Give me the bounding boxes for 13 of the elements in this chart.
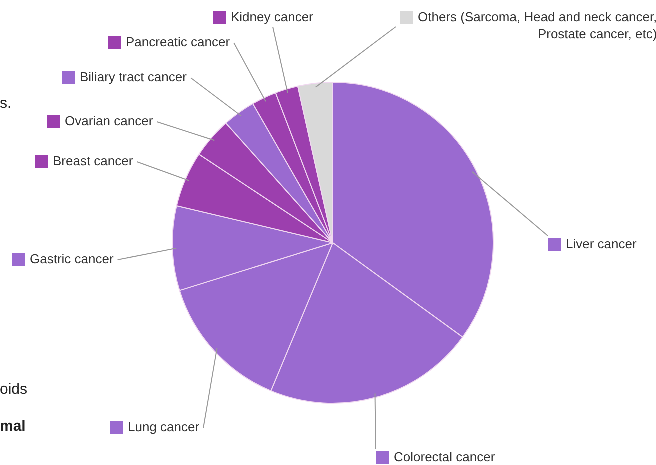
- text: s.: [0, 95, 12, 112]
- legend-label: Liver cancer: [566, 236, 638, 252]
- legend-label: Breast cancer: [53, 154, 134, 169]
- legend-label: Colorectal cancer: [394, 450, 496, 465]
- text: mal: [0, 418, 26, 436]
- legend-label: Ovarian cancer: [65, 114, 154, 129]
- text: oids: [0, 381, 28, 398]
- legend-label: Pancreatic cancer: [126, 34, 231, 50]
- legend-label: Lung cancer: [128, 420, 200, 435]
- legend-label: Kidney cancer: [231, 10, 314, 25]
- legend-label: Biliary tract cancer: [80, 70, 188, 85]
- legend-label: Gastric cancer: [30, 252, 114, 267]
- legend-label: Others (Sarcoma, Head and neck cancer, Prostate cancer, etc): [418, 10, 656, 42]
